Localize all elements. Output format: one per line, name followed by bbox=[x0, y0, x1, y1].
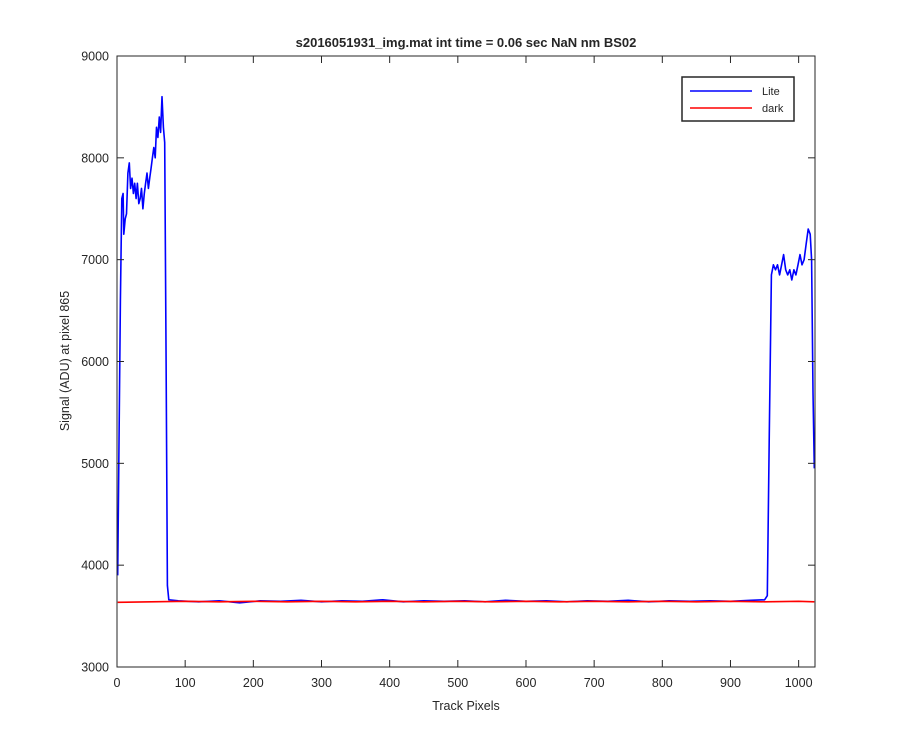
x-tick-label: 700 bbox=[584, 676, 605, 690]
legend-box bbox=[681, 76, 795, 122]
legend-label-lite: Lite bbox=[762, 86, 780, 98]
y-axis-ticks: 3000 4000 5000 6000 7000 8000 9000 bbox=[81, 50, 815, 675]
legend: Lite dark bbox=[681, 76, 795, 122]
y-tick-label: 5000 bbox=[81, 457, 109, 471]
y-tick-label: 4000 bbox=[81, 559, 109, 573]
x-tick-label: 500 bbox=[447, 676, 468, 690]
y-axis-label: Signal (ADU) at pixel 865 bbox=[58, 291, 72, 431]
y-tick-label: 8000 bbox=[81, 151, 109, 165]
y-tick-label: 3000 bbox=[81, 661, 109, 675]
y-tick-label: 9000 bbox=[81, 50, 109, 64]
chart-title: s2016051931_img.mat int time = 0.06 sec … bbox=[296, 35, 637, 50]
x-tick-label: 0 bbox=[114, 676, 121, 690]
series-line-dark bbox=[117, 600, 815, 604]
x-tick-label: 900 bbox=[720, 676, 741, 690]
legend-label-dark: dark bbox=[762, 103, 784, 115]
x-tick-label: 600 bbox=[516, 676, 537, 690]
y-tick-label: 7000 bbox=[81, 253, 109, 267]
x-axis-label: Track Pixels bbox=[432, 699, 500, 713]
x-tick-label: 400 bbox=[379, 676, 400, 690]
x-tick-label: 300 bbox=[311, 676, 332, 690]
x-tick-label: 200 bbox=[243, 676, 264, 690]
series-layer bbox=[116, 95, 816, 604]
x-tick-label: 100 bbox=[175, 676, 196, 690]
x-tick-label: 800 bbox=[652, 676, 673, 690]
y-tick-label: 6000 bbox=[81, 355, 109, 369]
plot-area bbox=[117, 56, 815, 667]
x-tick-label: 1000 bbox=[785, 676, 813, 690]
x-axis-ticks: 0 100 200 300 400 500 600 700 800 900 1000 bbox=[114, 56, 813, 690]
